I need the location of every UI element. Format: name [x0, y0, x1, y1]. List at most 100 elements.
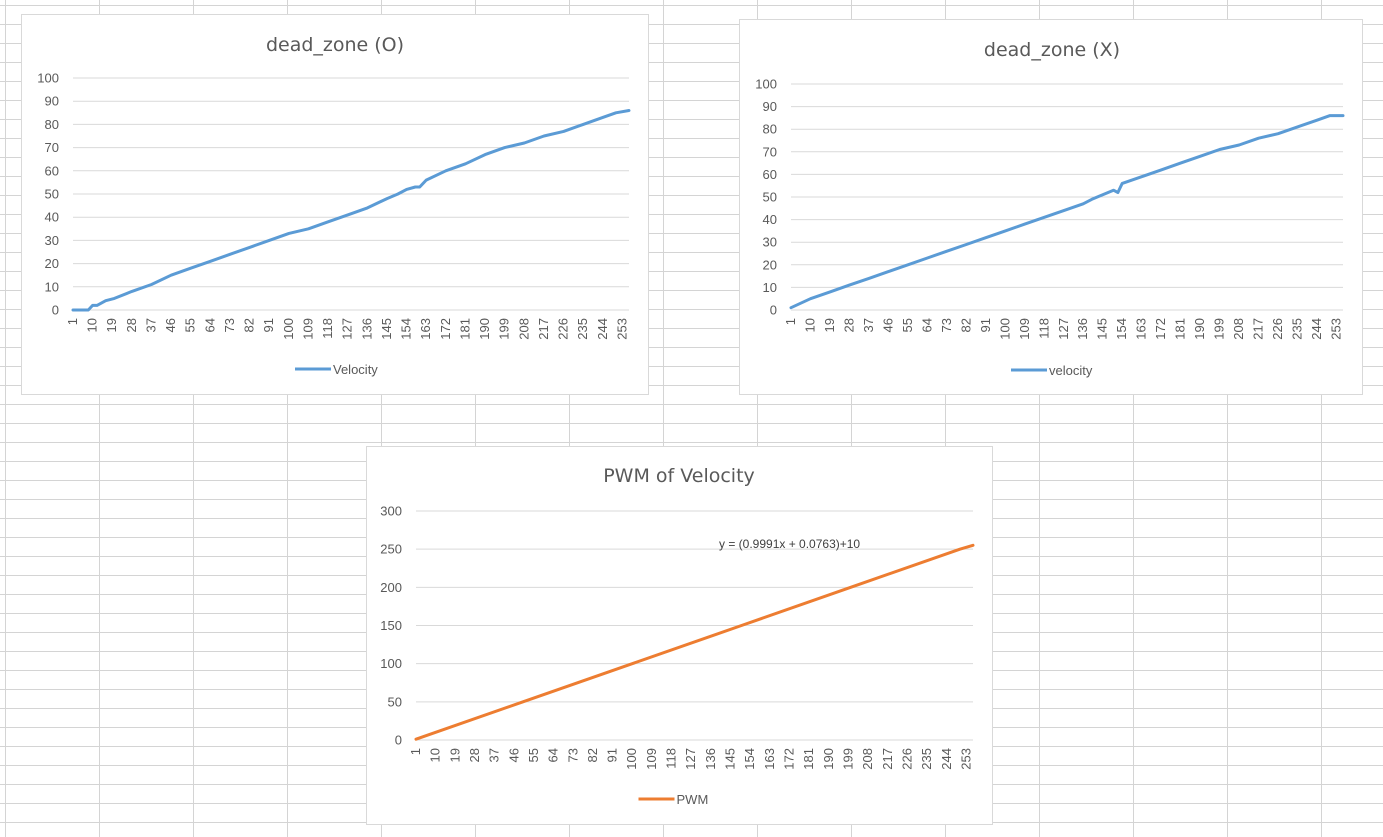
chart-pwm-of-velocity[interactable]: PWM of Velocity 0 50 100 150 200 250 300 1 10 19 28…	[366, 446, 993, 825]
x-tick-label: 190	[477, 318, 492, 340]
x-tick-label: 55	[183, 318, 198, 332]
svg-text:154: 154	[742, 748, 757, 770]
svg-text:109: 109	[300, 318, 315, 340]
x-tick-label: 145	[1095, 318, 1110, 340]
y-tick-label: 20	[45, 256, 59, 271]
svg-text:82: 82	[958, 318, 973, 332]
x-tick-label: 136	[703, 748, 718, 770]
svg-text:28: 28	[841, 318, 856, 332]
svg-text:100: 100	[624, 748, 639, 770]
y-tick-label: 10	[45, 279, 59, 294]
x-tick-label: 172	[1153, 318, 1168, 340]
x-tick-label: 163	[418, 318, 433, 340]
x-tick-label: 136	[359, 318, 374, 340]
x-tick-label: 46	[506, 748, 521, 762]
y-tick-label: 100	[37, 71, 59, 86]
x-tick-label: 37	[143, 318, 158, 332]
chart-title: dead_zone (O)	[266, 34, 404, 56]
x-tick-label: 82	[585, 748, 600, 762]
x-tick-label: 55	[900, 318, 915, 332]
chart-dead-zone-o[interactable]: dead_zone (O) 0 10 20 30 40 50 60 70 80 90 100 1 10 19…	[21, 14, 649, 395]
x-tick-label: 154	[742, 748, 757, 770]
x-tick-label: 235	[1290, 318, 1305, 340]
x-tick-label: 199	[840, 748, 855, 770]
svg-text:145: 145	[379, 318, 394, 340]
y-tick-label: 200	[380, 580, 402, 595]
x-tick-label: 217	[1251, 318, 1266, 340]
x-tick-label: 64	[202, 318, 217, 332]
svg-text:82: 82	[585, 748, 600, 762]
svg-text:19: 19	[822, 318, 837, 332]
x-tick-label: 190	[821, 748, 836, 770]
svg-text:253: 253	[958, 748, 973, 770]
svg-text:1: 1	[65, 318, 80, 325]
x-tick-label: 118	[664, 748, 679, 769]
y-tick-label: 80	[763, 122, 777, 137]
series-line	[414, 543, 975, 741]
svg-text:28: 28	[467, 748, 482, 762]
x-tick-label: 226	[899, 748, 914, 770]
y-tick-label: 60	[45, 163, 59, 178]
x-tick-label: 163	[1134, 318, 1149, 340]
svg-text:226: 226	[899, 748, 914, 770]
svg-text:136: 136	[359, 318, 374, 340]
svg-text:64: 64	[919, 318, 934, 332]
chart-title: dead_zone (X)	[984, 39, 1120, 61]
svg-text:55: 55	[900, 318, 915, 332]
svg-text:100: 100	[281, 318, 296, 340]
svg-text:145: 145	[1095, 318, 1110, 340]
svg-text:199: 199	[1212, 318, 1227, 340]
x-tick-label: 163	[762, 748, 777, 770]
y-tick-label: 30	[45, 233, 59, 248]
svg-text:127: 127	[1056, 318, 1071, 340]
x-tick-label: 109	[644, 748, 659, 770]
y-tick-label: 80	[45, 117, 59, 132]
svg-text:37: 37	[143, 318, 158, 332]
y-tick-label: 0	[395, 733, 402, 748]
svg-text:244: 244	[595, 318, 610, 340]
x-tick-label: 217	[880, 748, 895, 770]
svg-text:163: 163	[418, 318, 433, 340]
x-tick-label: 226	[556, 318, 571, 340]
chart-svg: PWM of Velocity 0 50 100 150 200 250 300 1 10 19 28…	[380, 465, 975, 807]
svg-text:208: 208	[1231, 318, 1246, 340]
svg-text:163: 163	[762, 748, 777, 770]
svg-text:145: 145	[723, 748, 738, 770]
svg-text:190: 190	[1192, 318, 1207, 340]
svg-text:109: 109	[644, 748, 659, 770]
x-tick-label: 10	[428, 748, 443, 762]
x-tick-label: 208	[1231, 318, 1246, 340]
x-tick-label: 136	[1075, 318, 1090, 340]
svg-text:82: 82	[242, 318, 257, 332]
x-tick-label: 127	[1056, 318, 1071, 340]
svg-text:118: 118	[320, 318, 335, 339]
svg-text:91: 91	[261, 318, 276, 332]
x-tick-label: 82	[242, 318, 257, 332]
x-tick-label: 244	[939, 748, 954, 770]
chart-dead-zone-x[interactable]: dead_zone (X) 0 10 20 30 40 50 60 70 80 90 100 1 10 19…	[739, 19, 1363, 395]
x-tick-label: 1	[783, 318, 798, 325]
y-tick-label: 90	[763, 99, 777, 114]
x-tick-label: 253	[614, 318, 629, 340]
svg-text:64: 64	[202, 318, 217, 332]
x-tick-label: 172	[438, 318, 453, 340]
svg-text:100: 100	[997, 318, 1012, 340]
x-tick-label: 208	[516, 318, 531, 340]
svg-text:109: 109	[1017, 318, 1032, 340]
svg-text:10: 10	[802, 318, 817, 332]
x-tick-label: 253	[958, 748, 973, 770]
svg-text:136: 136	[1075, 318, 1090, 340]
x-tick-label: 109	[1017, 318, 1032, 340]
x-tick-label: 190	[1192, 318, 1207, 340]
x-tick-label: 100	[624, 748, 639, 770]
svg-text:1: 1	[783, 318, 798, 325]
svg-text:244: 244	[939, 748, 954, 770]
svg-text:244: 244	[1309, 318, 1324, 340]
svg-text:73: 73	[565, 748, 580, 762]
x-tick-label: 73	[565, 748, 580, 762]
x-tick-label: 55	[526, 748, 541, 762]
x-tick-label: 1	[65, 318, 80, 325]
x-tick-label: 64	[919, 318, 934, 332]
svg-text:46: 46	[506, 748, 521, 762]
